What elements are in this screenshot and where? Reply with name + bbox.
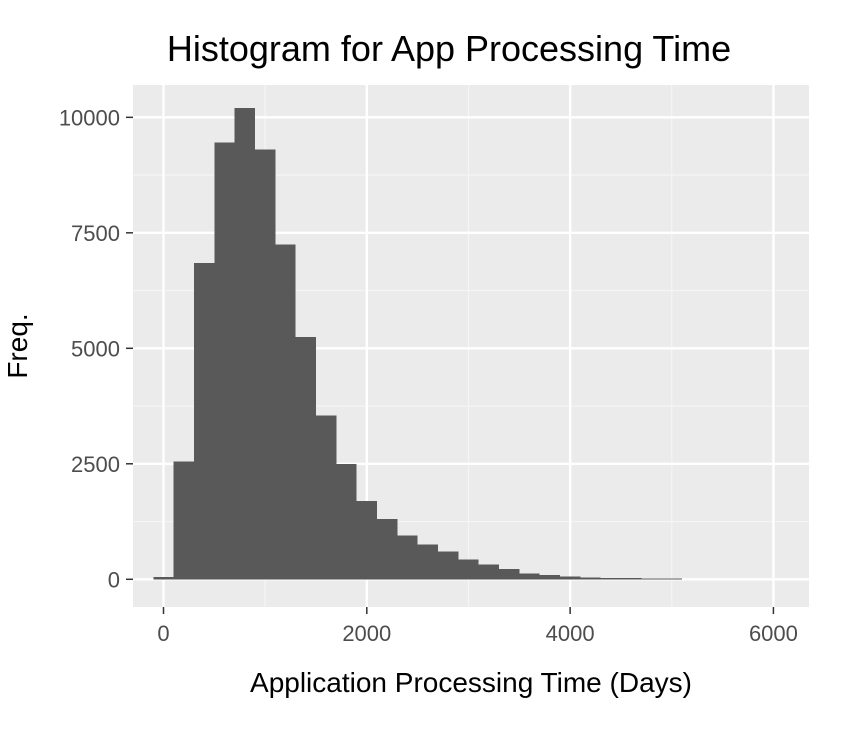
x-tick-label: 6000 [749, 621, 798, 646]
histogram-bar [478, 564, 499, 580]
histogram-bar [254, 149, 276, 580]
y-tick-label: 0 [108, 567, 120, 592]
histogram-bar [417, 544, 438, 580]
histogram-bar [397, 535, 418, 580]
histogram-bars [153, 108, 682, 580]
histogram-bar [275, 244, 296, 580]
x-tick-label: 0 [157, 621, 169, 646]
histogram-bar [336, 463, 357, 580]
axis-ticks: 0 2000 4000 6000 0 2500 5000 7500 10000 [59, 105, 798, 646]
histogram-bar [234, 108, 255, 580]
histogram-bar [620, 578, 642, 580]
y-tick-label: 2500 [71, 452, 120, 477]
chart-title: Histogram for App Processing Time [167, 28, 731, 69]
y-axis-title: Freq. [2, 313, 33, 378]
histogram-bar [498, 569, 520, 580]
histogram-bar [641, 578, 662, 580]
histogram-bar [519, 573, 540, 580]
histogram-bar [539, 575, 560, 580]
histogram-bar [600, 577, 621, 580]
histogram-bar [661, 578, 682, 580]
histogram-bar [458, 559, 479, 580]
y-tick-label: 5000 [71, 336, 120, 361]
x-tick-label: 4000 [546, 621, 595, 646]
histogram-bar [580, 577, 601, 580]
histogram-bar [376, 519, 398, 580]
histogram-bar [356, 500, 377, 580]
histogram-bar [173, 461, 194, 580]
y-tick-label: 10000 [59, 105, 120, 130]
histogram-bar [437, 551, 459, 580]
histogram-bar [214, 142, 235, 580]
histogram-bar [295, 336, 316, 580]
x-tick-label: 2000 [342, 621, 391, 646]
histogram-bar [193, 262, 215, 580]
histogram-bar [559, 576, 581, 580]
histogram-bar [315, 415, 337, 580]
y-tick-label: 7500 [71, 221, 120, 246]
x-axis-title: Application Processing Time (Days) [250, 667, 692, 698]
histogram-bar [153, 576, 174, 580]
